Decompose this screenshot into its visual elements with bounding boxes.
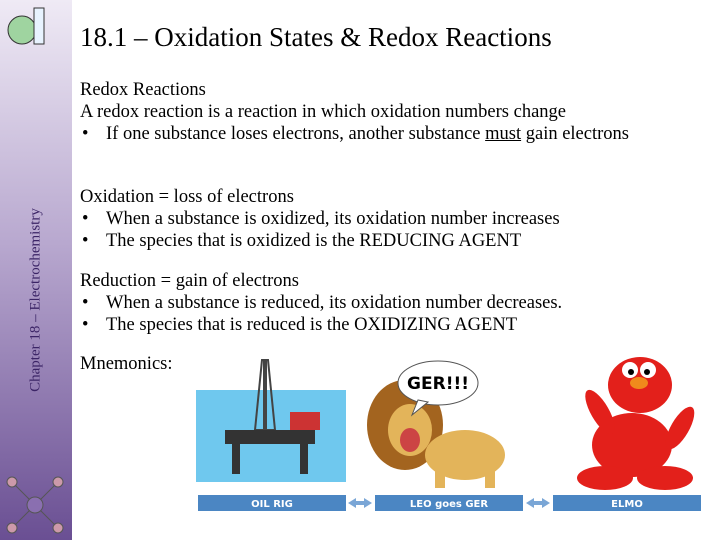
label-bar xyxy=(553,495,701,511)
arrow xyxy=(526,498,550,508)
section: Oxidation = loss of electrons When a sub… xyxy=(80,186,710,252)
bullet-list: When a substance is reduced, its oxidati… xyxy=(80,292,710,336)
text: If one substance loses electrons, anothe… xyxy=(106,124,486,144)
sidebar: Chapter 18 – Electrochemistry xyxy=(0,0,72,540)
speech-text: GER!!! xyxy=(407,374,469,394)
lion: GER!!! xyxy=(367,360,505,488)
bullet: If one substance loses electrons, anothe… xyxy=(80,123,710,145)
text: gain electrons xyxy=(521,124,629,144)
elmo xyxy=(577,357,695,490)
section: Redox Reactions A redox reaction is a re… xyxy=(80,79,710,145)
heading: Reduction = gain of electrons xyxy=(80,271,300,291)
heading: Oxidation = loss of electrons xyxy=(80,187,294,207)
label-bars: OIL RIG LEO goes GER ELMO xyxy=(198,495,701,511)
label-bar xyxy=(375,495,523,511)
arrow xyxy=(348,498,372,508)
label: ELMO xyxy=(611,499,643,510)
label: LEO goes GER xyxy=(410,499,488,510)
bullet: When a substance is reduced, its oxidati… xyxy=(80,292,710,314)
label-bar xyxy=(198,495,346,511)
underlined-text: must xyxy=(485,124,522,144)
bullet-list: When a substance is oxidized, its oxidat… xyxy=(80,208,710,252)
bullet: When a substance is oxidized, its oxidat… xyxy=(80,208,710,230)
logo xyxy=(7,7,45,45)
title: 18.1 – Oxidation States & Redox Reaction… xyxy=(80,22,552,52)
bullet: The species that is reduced is the OXIDI… xyxy=(80,314,710,336)
oil-rig xyxy=(196,359,346,482)
heading: Redox Reactions xyxy=(80,80,206,100)
molecule-icon xyxy=(6,476,64,534)
bullet: The species that is oxidized is the REDU… xyxy=(80,230,710,252)
intro: A redox reaction is a reaction in which … xyxy=(80,102,566,122)
bullet-list: If one substance loses electrons, anothe… xyxy=(80,123,710,145)
section: Reduction = gain of electrons When a sub… xyxy=(80,270,710,336)
label: OIL RIG xyxy=(251,499,293,510)
mnemonics-label: Mnemonics: xyxy=(80,354,173,374)
